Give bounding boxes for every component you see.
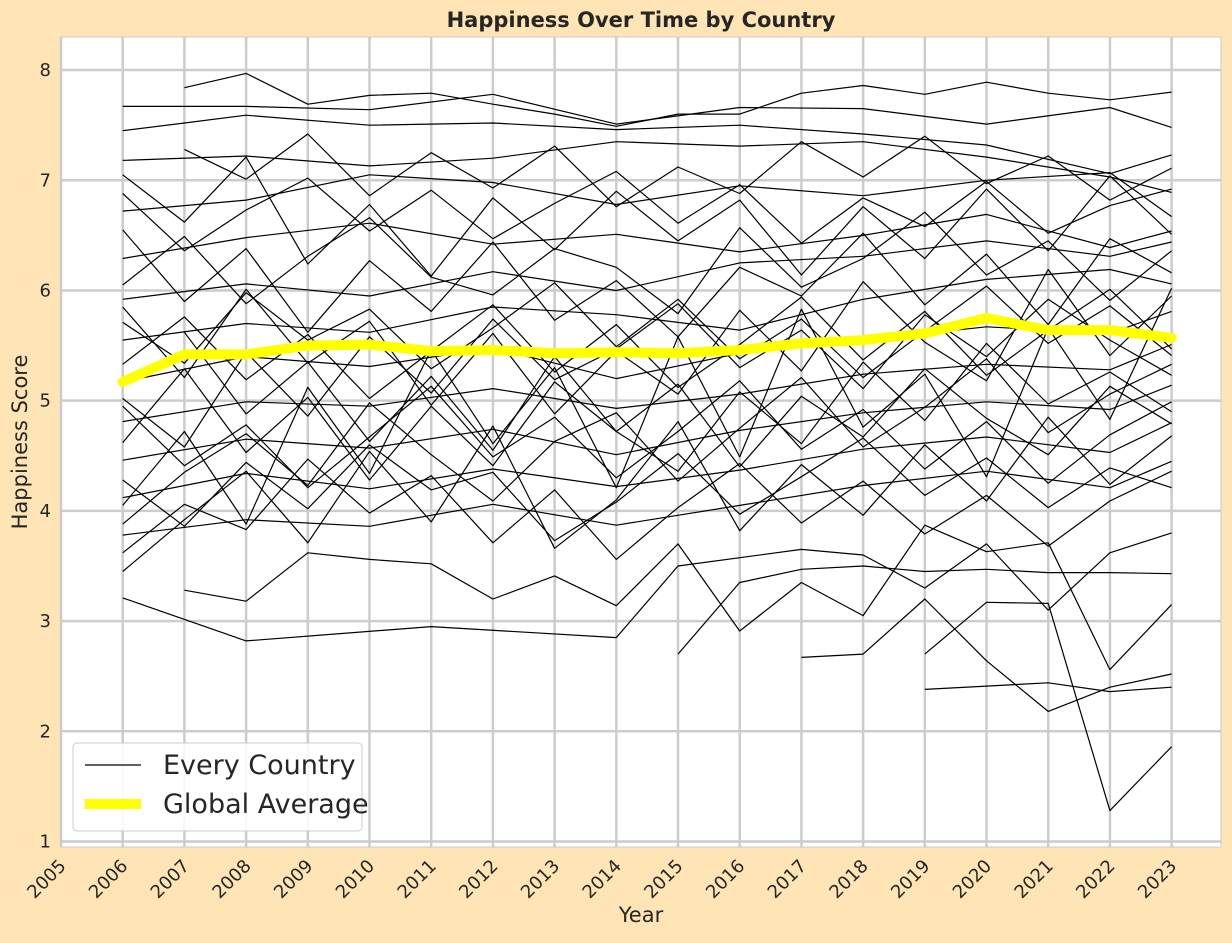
country-line	[801, 598, 1172, 713]
y-tick-label: 2	[40, 721, 51, 742]
country-line	[122, 380, 1172, 489]
country-line	[184, 133, 1172, 208]
country-line	[184, 72, 1172, 127]
country-line	[122, 460, 1172, 536]
y-tick-label: 8	[40, 60, 51, 81]
country-line	[122, 422, 1172, 499]
legend-box	[72, 742, 363, 832]
legend-label-average: Global Average	[163, 789, 369, 820]
country-line	[677, 565, 1172, 655]
country-line	[122, 298, 1172, 448]
country-line	[122, 458, 1172, 561]
country-line	[122, 141, 1172, 193]
country-line	[122, 416, 1172, 572]
country-line	[122, 268, 1172, 341]
country-lines	[122, 72, 1173, 812]
country-line	[184, 524, 1173, 671]
country-line	[122, 384, 1172, 461]
country-line	[122, 213, 1172, 260]
y-tick-label: 7	[40, 170, 51, 191]
country-line	[122, 240, 1172, 300]
chart-title: Happiness Over Time by Country	[447, 8, 836, 32]
country-line	[122, 93, 1172, 128]
country-line	[122, 532, 1172, 642]
country-line	[122, 288, 1173, 525]
country-line	[122, 170, 1172, 252]
y-tick-label: 5	[40, 391, 51, 412]
y-tick-label: 3	[40, 611, 51, 632]
y-axis-label: Happiness Score	[8, 355, 32, 530]
country-line	[122, 172, 1172, 218]
country-line	[122, 282, 1172, 379]
global-average-layer	[117, 313, 1177, 387]
country-line	[924, 601, 1173, 812]
country-line	[122, 114, 1172, 175]
y-tick-label: 1	[40, 831, 51, 852]
legend: Every Country Global Average	[72, 742, 369, 832]
y-tick-label: 6	[40, 280, 51, 301]
country-line	[122, 343, 1172, 423]
legend-label-country: Every Country	[163, 750, 356, 781]
country-line	[122, 211, 1172, 315]
y-tick-label: 4	[40, 501, 51, 522]
x-axis-label: Year	[618, 903, 664, 927]
country-line	[122, 229, 1172, 338]
country-line	[183, 331, 1172, 468]
country-line	[924, 682, 1172, 693]
country-line	[122, 437, 1172, 542]
country-line	[122, 342, 1172, 481]
global-average-line	[117, 313, 1177, 387]
grid	[59, 37, 1221, 847]
country-line	[122, 156, 1173, 277]
